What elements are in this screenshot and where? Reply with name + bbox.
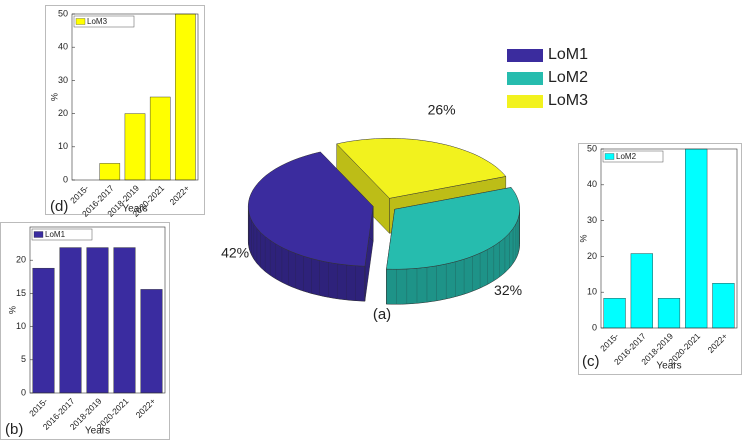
pie-side-stripes [248,210,356,301]
y-tick-label: 0 [592,322,597,332]
bar [140,289,163,394]
legend-swatch [507,72,543,85]
y-tick-label: 30 [58,75,68,85]
y-tick-label: 10 [587,287,597,297]
pie-value-label: 32% [494,282,522,298]
x-axis-label: Years [85,426,110,437]
axes-box [71,13,199,181]
bar [99,163,121,181]
y-tick-label: 30 [587,215,597,225]
y-tick-label: 5 [21,354,26,364]
bar [59,247,82,394]
legend-label: LoM3 [87,17,108,26]
pie-slice [336,138,507,199]
panel-frame [578,143,742,375]
bar [149,96,171,181]
y-tick-label: 40 [58,42,68,52]
y-tick-label: 50 [587,143,597,153]
bar [113,247,136,394]
y-axis-label: % [49,93,59,101]
pie-slice [386,187,520,270]
legend-swatch [507,95,543,108]
legend-label: LoM1 [548,46,588,63]
bar [603,298,626,329]
bar [712,283,735,329]
y-tick-label: 20 [58,108,68,118]
x-axis-label: Years [122,204,147,215]
y-tick-label: 20 [16,255,26,265]
pie-side-stripes [396,214,520,305]
bar [175,13,196,181]
y-axis-label: % [578,234,588,242]
legend-box [73,15,135,28]
bar [32,267,55,394]
y-tick-label: 40 [587,179,597,189]
y-tick-label: 0 [21,387,26,397]
pie-value-label: 26% [428,101,456,117]
legend-box [31,228,93,241]
legend-box [602,150,664,163]
bar [657,298,681,329]
legend-label: LoM1 [45,230,66,239]
y-axis-label: % [7,306,17,314]
panel-label: (b) [5,421,23,438]
legend-swatch [33,231,44,238]
axes-box [600,148,738,329]
y-tick-label: 20 [587,251,597,261]
legend-swatch [75,18,86,25]
legend-swatch [604,153,615,160]
y-tick-label: 50 [58,8,68,18]
panel-label: (a) [373,306,391,323]
x-axis-label: Years [656,361,681,372]
pie-slice [247,151,374,267]
bar [124,113,146,181]
axes-box [29,226,166,394]
y-tick-label: 10 [58,141,68,151]
panel-label: (c) [582,353,600,370]
y-tick-label: 10 [16,321,26,331]
panel-label: (d) [50,198,68,215]
legend-label: LoM3 [548,92,588,109]
y-tick-label: 0 [63,174,68,184]
y-tick-label: 15 [16,288,26,298]
bar [86,247,109,394]
bar [630,253,653,329]
legend-swatch [507,49,543,62]
legend-label: LoM2 [548,69,588,86]
legend-label: LoM2 [616,152,637,161]
bar [685,148,708,329]
pie-value-label: 42% [221,244,249,260]
